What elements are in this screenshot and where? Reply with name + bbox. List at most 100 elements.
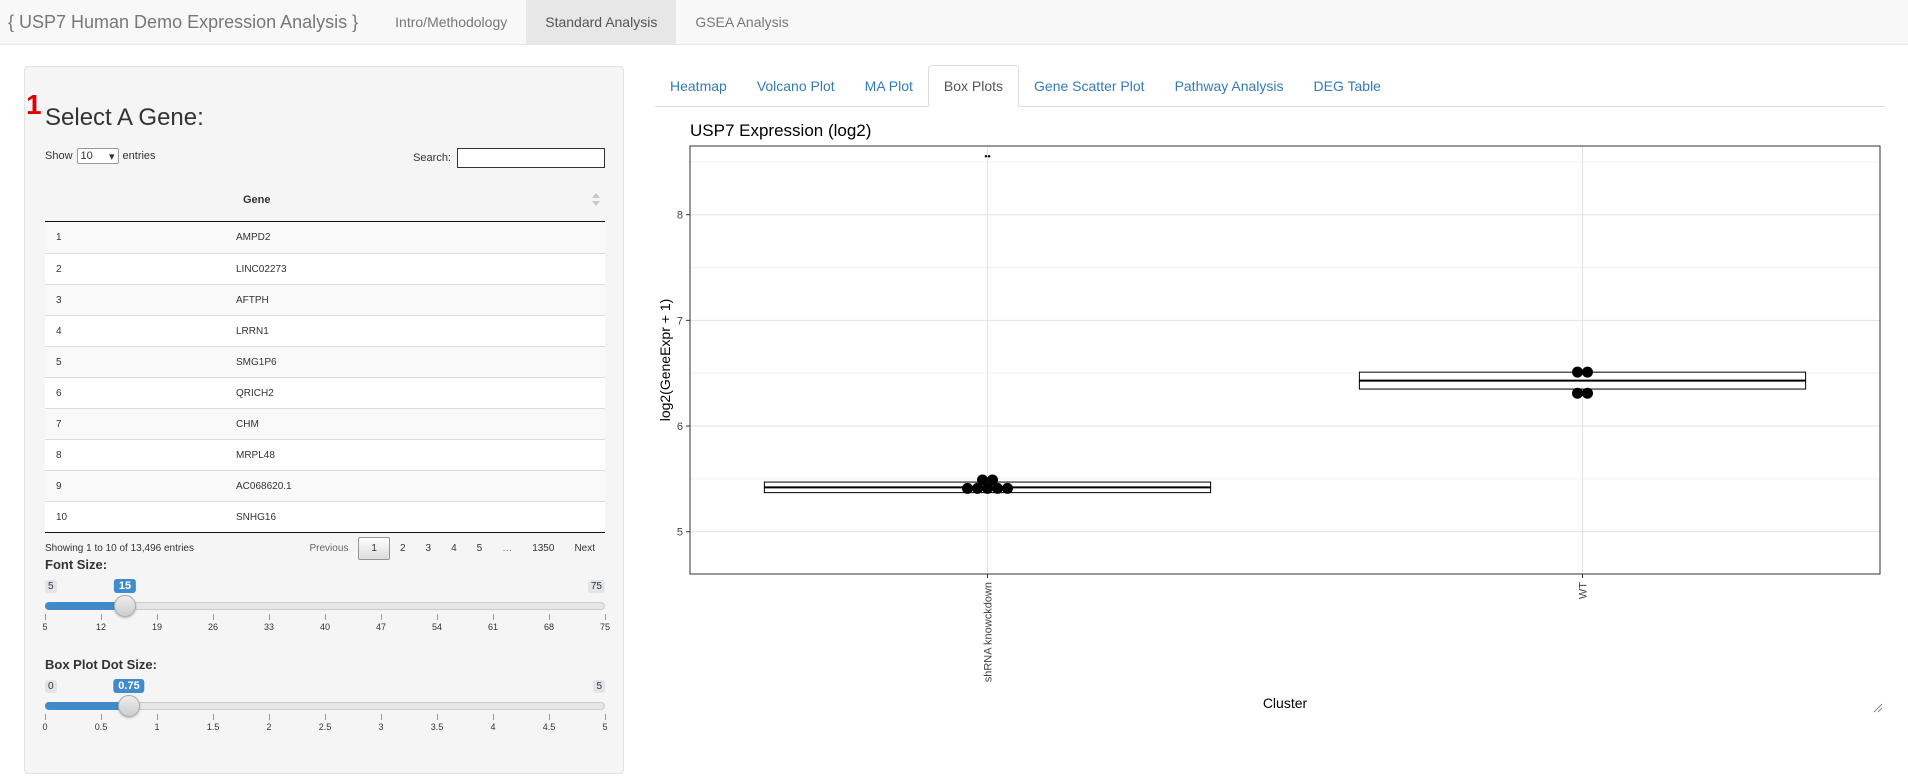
slider-tick <box>325 614 326 620</box>
table-row[interactable]: 6 QRICH2 <box>45 377 605 408</box>
table-row[interactable]: 8 MRPL48 <box>45 439 605 470</box>
data-point <box>1572 387 1583 399</box>
sort-icon[interactable] <box>591 191 601 209</box>
pagination-page-last[interactable]: 1350 <box>532 543 555 554</box>
table-row[interactable]: 2 LINC02273 <box>45 253 605 284</box>
slider-max-label: 75 <box>587 580 605 593</box>
row-number: 9 <box>56 481 62 492</box>
app-title[interactable]: { USP7 Human Demo Expression Analysis } <box>8 11 359 32</box>
slider-tick-label: 0.5 <box>94 722 108 732</box>
table-row[interactable]: 5 SMG1P6 <box>45 346 605 377</box>
resize-handle-icon[interactable] <box>1873 703 1883 713</box>
table-row[interactable]: 3 AFTPH <box>45 284 605 315</box>
box-plot: USP7 Expression (log2) 5 6 7 8 shRNA knowckdo… <box>655 108 1885 718</box>
pagination-page-2[interactable]: 2 <box>399 543 406 554</box>
chevron-down-icon: ▾ <box>109 150 115 163</box>
font-size-label: Font Size: <box>45 557 108 572</box>
slider-handle[interactable] <box>114 595 136 617</box>
table-search: Search: <box>413 148 605 168</box>
search-label: Search: <box>413 152 451 164</box>
slider-tick-label: 75 <box>599 622 611 632</box>
tab-volcano-plot[interactable]: Volcano Plot <box>756 77 835 94</box>
data-point <box>982 482 993 494</box>
data-point <box>962 482 973 494</box>
gene-table: Show 10 ▾ entries Search: Gene 1 AMPD2 2 L… <box>45 142 605 565</box>
pagination-ellipsis: … <box>502 543 513 554</box>
slider-tick <box>101 714 102 720</box>
table-footer: Showing 1 to 10 of 13,496 entries Previo… <box>45 533 605 565</box>
slider-tick <box>381 714 382 720</box>
column-header-gene[interactable]: Gene <box>243 194 271 206</box>
slider-tick <box>493 614 494 620</box>
y-tick-label: 6 <box>677 421 683 433</box>
slider-tick-label: 3.5 <box>430 722 444 732</box>
pagination-page-1[interactable]: 1 <box>358 537 390 560</box>
pagination-previous[interactable]: Previous <box>309 543 349 554</box>
table-row[interactable]: 1 AMPD2 <box>45 222 605 253</box>
slider-tick-label: 0 <box>42 722 48 732</box>
select-gene-title: Select A Gene: <box>45 104 204 131</box>
step-marker: 1 <box>26 89 42 120</box>
slider-tick-label: 5 <box>42 622 48 632</box>
nav-tab-standard-analysis[interactable]: Standard Analysis <box>526 0 677 44</box>
slider-tick <box>213 614 214 620</box>
slider-tick-label: 2.5 <box>318 722 332 732</box>
pagination-page-3[interactable]: 3 <box>425 543 432 554</box>
slider-handle[interactable] <box>118 695 140 717</box>
gene-cell: CHM <box>236 419 259 430</box>
sidebar-panel: 1 Select A Gene: Show 10 ▾ entries Searc… <box>24 66 624 774</box>
pagination-next[interactable]: Next <box>574 543 595 554</box>
tab-deg-table[interactable]: DEG Table <box>1313 77 1381 94</box>
slider-value-label: 15 <box>113 579 137 593</box>
slider-tick <box>269 714 270 720</box>
slider-tick-label: 40 <box>319 622 331 632</box>
gene-cell: AC068620.1 <box>236 481 292 492</box>
slider-tick <box>101 614 102 620</box>
dot-size-label: Box Plot Dot Size: <box>45 657 157 672</box>
tab-box-plots[interactable]: Box Plots <box>927 65 1020 107</box>
slider-tick-label: 1 <box>154 722 160 732</box>
slider-tick-label: 19 <box>151 622 163 632</box>
gene-cell: AFTPH <box>236 295 269 306</box>
slider-tick-label: 4.5 <box>542 722 556 732</box>
row-number: 6 <box>56 388 62 399</box>
slider-fill <box>45 702 129 710</box>
x-axis-label: Cluster <box>1263 695 1308 711</box>
chart-title: USP7 Expression (log2) <box>690 121 871 140</box>
top-navbar: { USP7 Human Demo Expression Analysis } … <box>0 0 1908 45</box>
pagination-page-5[interactable]: 5 <box>476 543 483 554</box>
tab-heatmap[interactable]: Heatmap <box>670 77 727 94</box>
slider-tick <box>605 614 606 620</box>
slider-tick-label: 26 <box>207 622 219 632</box>
table-row[interactable]: 10 SNHG16 <box>45 501 605 532</box>
page-length-value: 10 <box>80 150 93 162</box>
table-row[interactable]: 4 LRRN1 <box>45 315 605 346</box>
y-tick-label: 8 <box>677 210 683 222</box>
nav-tab-intro-methodology[interactable]: Intro/Methodology <box>395 14 508 30</box>
search-input[interactable] <box>457 148 605 168</box>
slider-tick <box>549 714 550 720</box>
table-body: 1 AMPD2 2 LINC02273 3 AFTPH 4 LRRN1 5 SMG1P6 … <box>45 222 605 533</box>
slider-tick-label: 1.5 <box>206 722 220 732</box>
dot-size-slider-group: Box Plot Dot Size: 0 5 0.75 0 0.5 1 1.5 2 2.5… <box>42 657 608 732</box>
page-length-select[interactable]: 10 ▾ <box>76 148 119 164</box>
slider-tick <box>269 614 270 620</box>
data-point <box>992 482 1003 494</box>
box-plot-svg: USP7 Expression (log2) 5 6 7 8 shRNA knowckdo… <box>657 121 1881 711</box>
table-row[interactable]: 7 CHM <box>45 408 605 439</box>
row-number: 3 <box>56 295 62 306</box>
tab-ma-plot[interactable]: MA Plot <box>864 77 913 94</box>
y-axis-label: log2(GeneExpr + 1) <box>657 299 673 422</box>
table-controls: Show 10 ▾ entries Search: <box>45 142 605 182</box>
nav-tab-gsea-analysis[interactable]: GSEA Analysis <box>695 14 789 30</box>
slider-tick-label: 61 <box>487 622 499 632</box>
slider-tick-label: 47 <box>375 622 387 632</box>
slider-tick <box>493 714 494 720</box>
dot-size-slider[interactable]: 0 5 0.75 0 0.5 1 1.5 2 2.5 3 3.5 4 4.5 5 <box>42 679 608 732</box>
font-size-slider[interactable]: 5 75 15 5 12 19 26 33 40 47 54 61 68 75 <box>42 579 610 632</box>
table-row[interactable]: 9 AC068620.1 <box>45 470 605 501</box>
pagination-page-4[interactable]: 4 <box>451 543 457 554</box>
tab-pathway-analysis[interactable]: Pathway Analysis <box>1174 77 1284 94</box>
tab-gene-scatter-plot[interactable]: Gene Scatter Plot <box>1034 77 1145 94</box>
font-size-slider-group: Font Size: 5 75 15 5 12 19 26 33 40 47 54 61 68 75 <box>42 557 610 632</box>
